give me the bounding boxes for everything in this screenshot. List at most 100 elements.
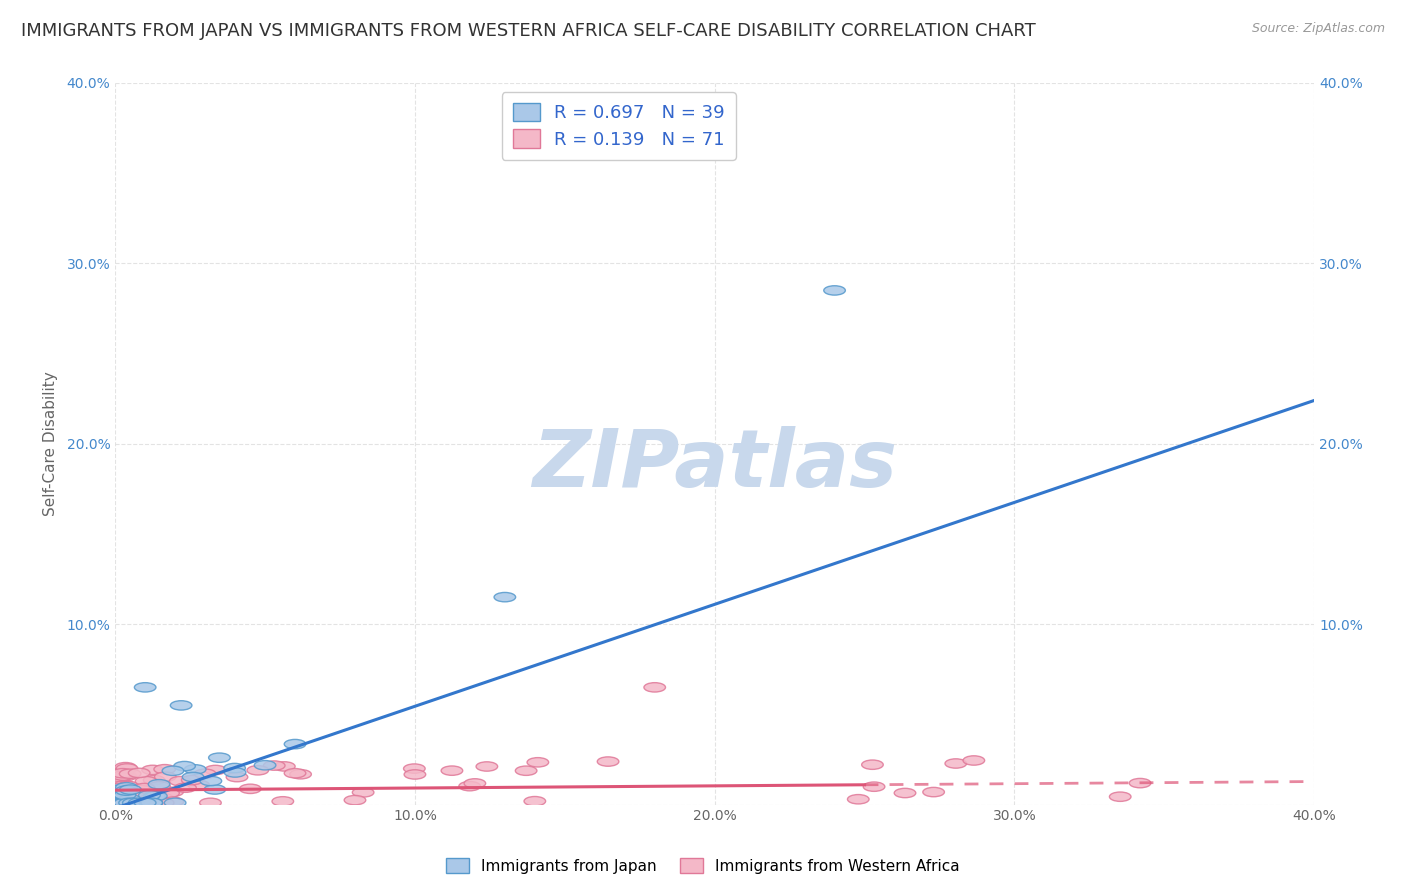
- Ellipse shape: [110, 789, 131, 798]
- Ellipse shape: [271, 797, 294, 806]
- Ellipse shape: [143, 775, 165, 785]
- Ellipse shape: [112, 789, 135, 798]
- Ellipse shape: [108, 798, 129, 807]
- Ellipse shape: [263, 761, 285, 771]
- Ellipse shape: [114, 798, 136, 807]
- Ellipse shape: [239, 784, 262, 794]
- Ellipse shape: [344, 796, 366, 805]
- Ellipse shape: [208, 753, 231, 763]
- Ellipse shape: [118, 798, 141, 807]
- Ellipse shape: [200, 776, 222, 786]
- Ellipse shape: [148, 780, 170, 789]
- Ellipse shape: [152, 793, 173, 803]
- Ellipse shape: [194, 769, 217, 779]
- Ellipse shape: [458, 781, 481, 791]
- Ellipse shape: [284, 739, 307, 748]
- Ellipse shape: [131, 785, 152, 795]
- Ellipse shape: [112, 771, 134, 780]
- Ellipse shape: [824, 285, 845, 295]
- Ellipse shape: [153, 764, 176, 774]
- Ellipse shape: [118, 798, 141, 807]
- Ellipse shape: [494, 592, 516, 602]
- Ellipse shape: [155, 772, 176, 781]
- Ellipse shape: [274, 762, 295, 771]
- Ellipse shape: [115, 782, 138, 792]
- Ellipse shape: [170, 776, 191, 786]
- Ellipse shape: [143, 791, 166, 801]
- Ellipse shape: [404, 764, 425, 773]
- Ellipse shape: [644, 682, 665, 692]
- Ellipse shape: [226, 772, 247, 781]
- Ellipse shape: [118, 793, 139, 803]
- Ellipse shape: [124, 792, 146, 801]
- Ellipse shape: [115, 786, 138, 796]
- Ellipse shape: [524, 797, 546, 805]
- Ellipse shape: [135, 798, 156, 807]
- Ellipse shape: [120, 795, 141, 804]
- Ellipse shape: [114, 790, 136, 800]
- Legend: Immigrants from Japan, Immigrants from Western Africa: Immigrants from Japan, Immigrants from W…: [440, 852, 966, 880]
- Ellipse shape: [598, 756, 619, 766]
- Ellipse shape: [1129, 779, 1152, 788]
- Ellipse shape: [120, 769, 141, 779]
- Ellipse shape: [120, 796, 141, 805]
- Ellipse shape: [112, 769, 134, 778]
- Ellipse shape: [114, 780, 135, 790]
- Ellipse shape: [108, 783, 129, 793]
- Ellipse shape: [863, 782, 884, 791]
- Ellipse shape: [945, 759, 966, 768]
- Ellipse shape: [441, 766, 463, 775]
- Ellipse shape: [142, 765, 163, 774]
- Ellipse shape: [516, 766, 537, 775]
- Ellipse shape: [157, 789, 180, 797]
- Ellipse shape: [120, 785, 141, 794]
- Text: IMMIGRANTS FROM JAPAN VS IMMIGRANTS FROM WESTERN AFRICA SELF-CARE DISABILITY COR: IMMIGRANTS FROM JAPAN VS IMMIGRANTS FROM…: [21, 22, 1036, 40]
- Ellipse shape: [107, 798, 129, 807]
- Ellipse shape: [188, 780, 209, 789]
- Ellipse shape: [963, 756, 984, 765]
- Ellipse shape: [162, 766, 184, 775]
- Ellipse shape: [114, 798, 135, 807]
- Ellipse shape: [894, 789, 915, 797]
- Ellipse shape: [477, 762, 498, 772]
- Ellipse shape: [115, 772, 136, 780]
- Ellipse shape: [170, 701, 193, 710]
- Ellipse shape: [128, 768, 150, 778]
- Ellipse shape: [118, 781, 139, 791]
- Ellipse shape: [162, 787, 183, 797]
- Ellipse shape: [128, 798, 150, 807]
- Ellipse shape: [224, 764, 246, 772]
- Ellipse shape: [112, 798, 134, 807]
- Legend: R = 0.697   N = 39, R = 0.139   N = 71: R = 0.697 N = 39, R = 0.139 N = 71: [502, 92, 735, 160]
- Ellipse shape: [117, 783, 138, 793]
- Ellipse shape: [200, 798, 221, 807]
- Ellipse shape: [165, 798, 186, 807]
- Ellipse shape: [922, 788, 945, 797]
- Ellipse shape: [122, 798, 145, 807]
- Ellipse shape: [146, 791, 167, 801]
- Text: Source: ZipAtlas.com: Source: ZipAtlas.com: [1251, 22, 1385, 36]
- Ellipse shape: [464, 779, 485, 789]
- Ellipse shape: [848, 795, 869, 804]
- Ellipse shape: [1109, 792, 1130, 801]
- Ellipse shape: [181, 775, 202, 785]
- Ellipse shape: [141, 798, 163, 807]
- Ellipse shape: [247, 765, 269, 775]
- Ellipse shape: [184, 764, 207, 774]
- Text: ZIPatlas: ZIPatlas: [531, 426, 897, 505]
- Ellipse shape: [183, 772, 204, 781]
- Ellipse shape: [174, 762, 195, 771]
- Ellipse shape: [204, 785, 225, 794]
- Ellipse shape: [862, 760, 883, 770]
- Ellipse shape: [139, 790, 160, 800]
- Ellipse shape: [205, 765, 226, 774]
- Ellipse shape: [110, 772, 131, 781]
- Ellipse shape: [135, 682, 156, 692]
- Ellipse shape: [290, 770, 311, 779]
- Ellipse shape: [141, 798, 163, 807]
- Ellipse shape: [527, 757, 548, 767]
- Ellipse shape: [254, 761, 276, 770]
- Ellipse shape: [404, 770, 426, 779]
- Ellipse shape: [136, 793, 157, 802]
- Ellipse shape: [225, 768, 246, 777]
